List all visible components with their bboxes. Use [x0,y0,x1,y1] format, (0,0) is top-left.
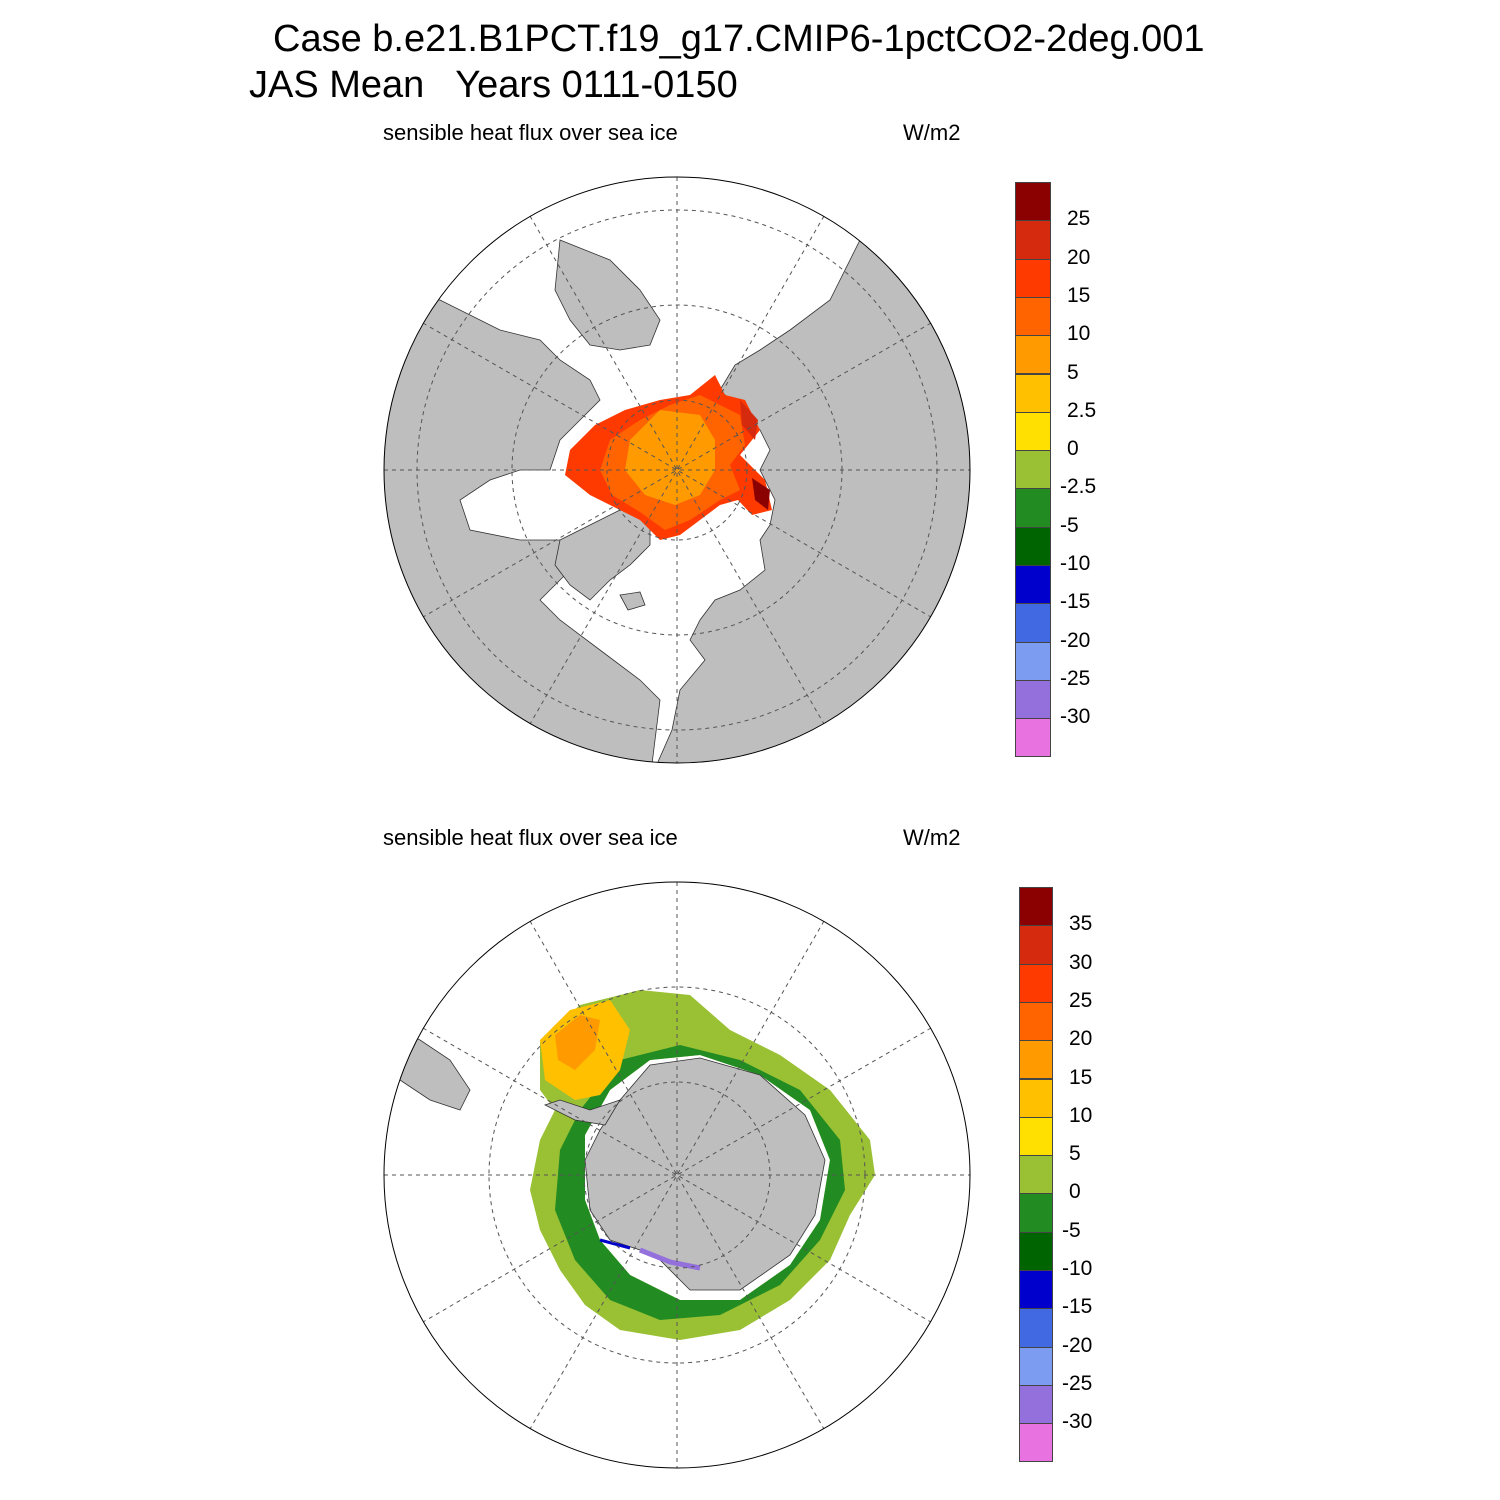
sh-colorbar-label: 15 [1069,1065,1093,1089]
nh-colorbar-swatch [1015,526,1051,566]
nh-sea-ice-hot-1 [752,478,770,510]
nh-colorbar-swatch [1015,220,1051,260]
nh-colorbar-swatch [1015,565,1051,605]
nh-colorbar-swatch [1015,679,1051,720]
sh-colorbar-label: 35 [1069,912,1093,936]
sh-map [383,881,971,1469]
nh-colorbar-label: 2.5 [1067,398,1097,422]
nh-colorbar-swatch [1015,603,1051,643]
sh-land-antarctic-peninsula [543,1099,621,1126]
sh-colorbar-swatch [1019,1116,1053,1157]
sh-colorbar-swatch [1019,1384,1053,1425]
sh-colorbar-label: -20 [1062,1333,1093,1357]
sh-colorbar-label: -15 [1062,1295,1093,1319]
nh-colorbar-swatch [1015,488,1051,528]
nh-colorbar-label: -2.5 [1060,475,1097,499]
nh-colorbar-swatch [1015,373,1051,413]
sh-panel-label: sensible heat flux over sea ice [383,825,678,850]
nh-colorbar-label: -10 [1060,552,1091,575]
nh-colorbar-label: -5 [1060,513,1079,537]
sh-colorbar-swatch [1019,1155,1053,1195]
nh-colorbar-swatch [1015,335,1051,375]
sh-colorbar-label: -30 [1062,1410,1093,1434]
sh-colorbar-label: 25 [1069,988,1093,1012]
sh-coastal-cold-2 [599,1238,631,1250]
nh-colorbar-label: -20 [1060,628,1091,652]
sh-panel-units: W/m2 [903,825,961,850]
nh-colorbar-swatch [1015,450,1051,490]
figure-title-line2: JAS Mean Years 0111-0150 [249,64,738,106]
sh-colorbar-swatch [1019,1346,1053,1386]
sh-graticule [384,882,970,1468]
nh-map [383,176,971,764]
nh-colorbar-swatch [1015,258,1051,298]
sh-colorbar-swatch [1019,1001,1053,1042]
sh-map-boundary [383,881,971,1469]
nh-colorbar-label: -15 [1060,590,1091,614]
sh-colorbar-swatch [1019,1423,1053,1463]
nh-land-alaska [554,239,661,351]
nh-colorbar-label: -30 [1060,705,1091,729]
nh-colorbar-swatch [1015,718,1051,758]
nh-colorbar-label: 10 [1067,322,1091,346]
nh-land-iceland [619,591,646,611]
sh-colorbar-label: -5 [1062,1218,1081,1242]
sh-colorbar-swatch [1019,1078,1053,1118]
sh-colorbar-swatch [1019,1270,1053,1310]
sh-colorbar-label: 10 [1069,1103,1093,1127]
nh-graticule [384,177,970,763]
nh-colorbar-swatch [1015,296,1051,337]
nh-colorbar-label: 15 [1067,283,1091,307]
nh-colorbar-swatch [1015,182,1051,222]
sh-coastal-cold [639,1247,701,1271]
nh-panel-units: W/m2 [903,120,961,145]
nh-colorbar-label: 20 [1067,245,1091,269]
nh-colorbar-label: 0 [1067,437,1079,461]
sh-colorbar-swatch [1019,963,1053,1003]
sh-colorbar-swatch [1019,1308,1053,1348]
nh-sea-ice-core [625,410,715,505]
sh-colorbar-label: 0 [1069,1180,1081,1204]
nh-sea-ice-hot-2 [740,400,758,440]
sh-colorbar-label: -10 [1062,1257,1093,1280]
nh-colorbar-swatch [1015,411,1051,452]
sh-sea-ice-warm-core [555,1015,600,1070]
sh-colorbar-label: 30 [1069,950,1093,974]
sh-colorbar-label: 5 [1069,1142,1081,1166]
nh-panel-label: sensible heat flux over sea ice [383,120,678,145]
nh-colorbar-label: -25 [1060,666,1091,690]
nh-colorbar-label: 5 [1067,360,1079,384]
sh-colorbar-label: 20 [1069,1027,1093,1051]
sh-land-antarctica [584,1057,826,1291]
figure-title-line1: Case b.e21.B1PCT.f19_g17.CMIP6-1pctCO2-2… [273,18,1205,60]
sh-colorbar-swatch [1019,1193,1053,1233]
sh-colorbar-swatch [1019,887,1053,927]
nh-colorbar-swatch [1015,641,1051,681]
sh-colorbar-swatch [1019,1231,1053,1271]
nh-colorbar-label: 25 [1067,207,1091,231]
sh-colorbar-swatch [1019,925,1053,965]
sh-colorbar-swatch [1019,1040,1053,1080]
nh-map-boundary [383,176,971,764]
sh-colorbar-label: -25 [1062,1371,1093,1395]
